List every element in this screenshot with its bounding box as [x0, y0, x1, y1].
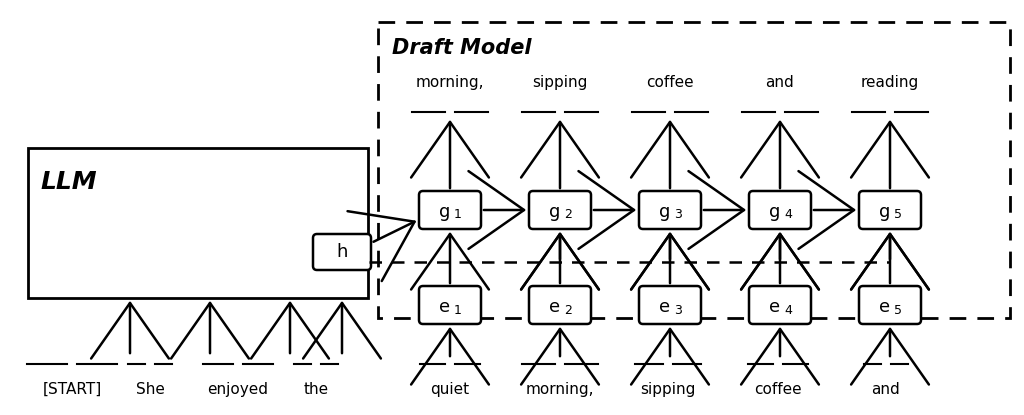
Text: quiet: quiet	[430, 382, 470, 397]
Text: [START]: [START]	[42, 382, 101, 397]
Text: e: e	[439, 298, 451, 316]
Text: 3: 3	[674, 208, 682, 222]
Text: and: and	[766, 75, 795, 90]
FancyBboxPatch shape	[749, 191, 811, 229]
Text: sipping: sipping	[532, 75, 588, 90]
Text: 1: 1	[454, 303, 462, 317]
FancyBboxPatch shape	[859, 286, 921, 324]
FancyBboxPatch shape	[419, 286, 481, 324]
FancyBboxPatch shape	[639, 191, 701, 229]
Text: 4: 4	[784, 303, 792, 317]
Text: h: h	[336, 243, 348, 261]
Text: 4: 4	[784, 208, 792, 222]
Text: e: e	[769, 298, 780, 316]
Text: Draft Model: Draft Model	[392, 38, 531, 58]
Text: morning,: morning,	[525, 382, 594, 397]
FancyBboxPatch shape	[529, 286, 591, 324]
FancyBboxPatch shape	[419, 191, 481, 229]
Text: LLM: LLM	[40, 170, 96, 194]
Bar	[378, 22, 1010, 318]
Text: g: g	[439, 203, 451, 221]
Text: g: g	[659, 203, 671, 221]
Text: 3: 3	[674, 303, 682, 317]
Text: coffee: coffee	[646, 75, 694, 90]
FancyBboxPatch shape	[859, 191, 921, 229]
Text: morning,: morning,	[416, 75, 484, 90]
Text: and: and	[871, 382, 900, 397]
FancyBboxPatch shape	[749, 286, 811, 324]
Text: the: the	[303, 382, 329, 397]
Text: coffee: coffee	[755, 382, 802, 397]
Text: g: g	[769, 203, 780, 221]
Text: e: e	[880, 298, 891, 316]
Text: 5: 5	[894, 303, 902, 317]
Text: 2: 2	[564, 303, 572, 317]
FancyBboxPatch shape	[313, 234, 371, 270]
Text: 1: 1	[454, 208, 462, 222]
Text: She: She	[135, 382, 165, 397]
Text: enjoyed: enjoyed	[208, 382, 268, 397]
Text: e: e	[659, 298, 671, 316]
Text: 2: 2	[564, 208, 572, 222]
Text: 5: 5	[894, 208, 902, 222]
Text: e: e	[550, 298, 560, 316]
Text: g: g	[549, 203, 561, 221]
FancyBboxPatch shape	[529, 191, 591, 229]
Text: g: g	[880, 203, 891, 221]
FancyBboxPatch shape	[639, 286, 701, 324]
Text: sipping: sipping	[640, 382, 695, 397]
Bar	[28, 148, 368, 298]
Text: reading: reading	[861, 75, 920, 90]
